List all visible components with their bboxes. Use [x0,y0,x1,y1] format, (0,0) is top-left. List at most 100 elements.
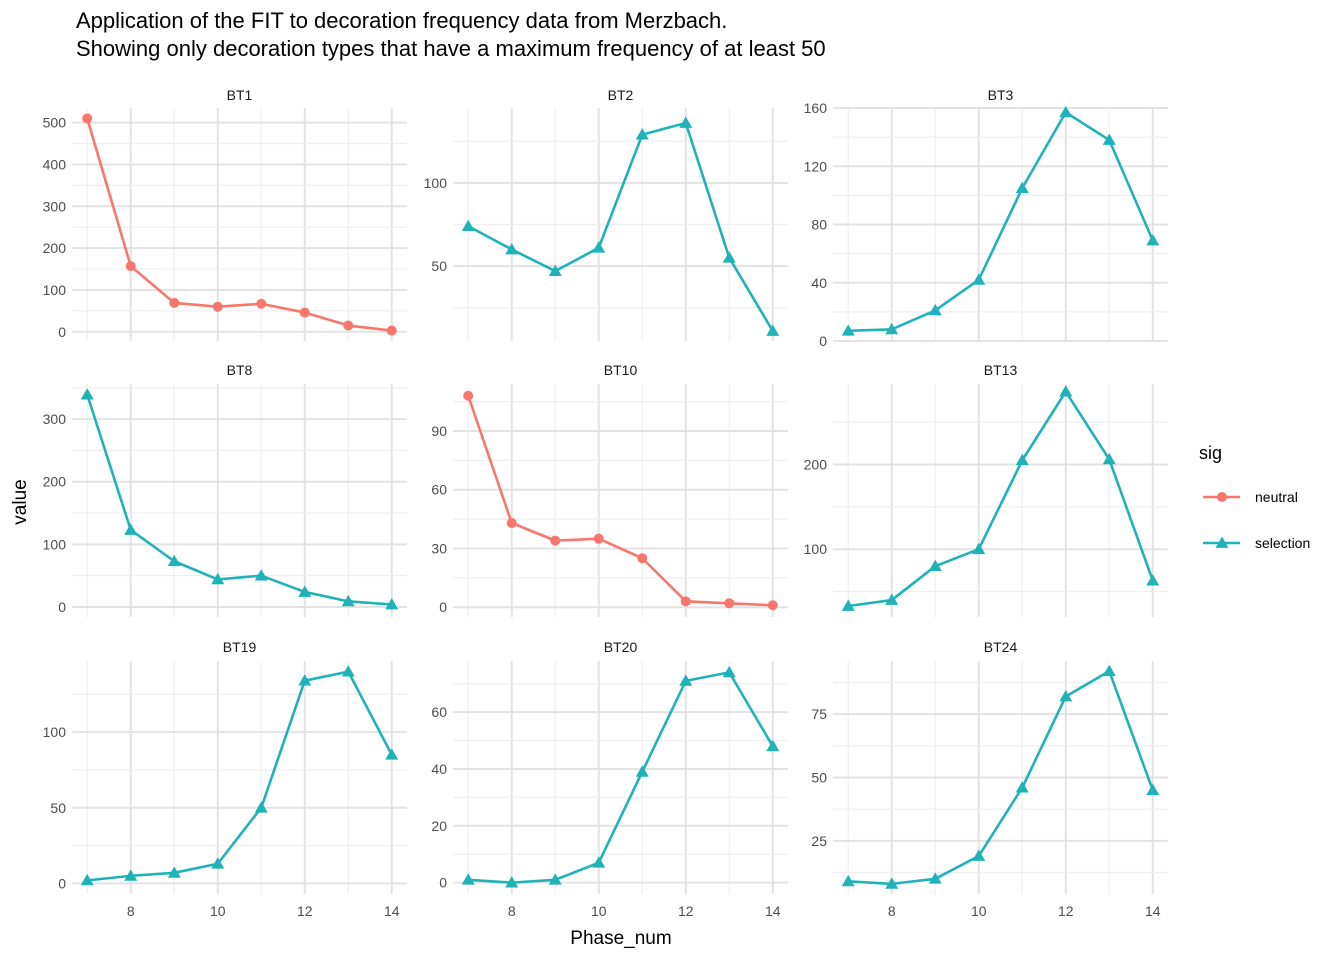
facet-label: BT1 [227,87,253,103]
data-point [885,322,899,335]
data-point [548,264,562,276]
legend-title: sig [1199,443,1222,463]
y-tick-label: 50 [811,770,827,786]
data-point [298,674,312,686]
data-point [724,598,735,609]
x-tick-label: 14 [1145,903,1161,919]
data-point [928,303,942,316]
x-tick-label: 14 [765,903,781,919]
data-point [680,596,691,607]
legend-item-neutral: neutral [1203,489,1298,505]
data-point [463,390,474,401]
data-point [254,569,268,581]
panel-bt24: 25 50 75 BT24 8 10 12 14 [811,639,1168,919]
data-point [972,273,986,285]
data-point [341,594,355,607]
data-point [298,585,312,597]
data-point [766,739,780,752]
y-tick-label: 0 [439,875,447,891]
data-point [928,559,942,572]
y-tick-label: 0 [58,875,66,891]
data-point [505,876,519,888]
data-point [635,765,649,777]
y-tick-label: 75 [811,706,827,722]
data-point [885,877,899,889]
facet-label: BT19 [223,639,257,655]
data-point [766,324,780,336]
data-point [125,261,136,272]
y-tick-label: 60 [431,482,447,498]
series-line-selection [85,394,392,606]
y-tick-label: 30 [431,540,447,556]
panel-bt13: 100 200 BT13 [804,362,1168,617]
data-point [211,572,225,585]
data-point [1102,133,1116,145]
data-point [1059,105,1073,118]
series-line-selection [467,121,774,332]
data-point [343,320,354,331]
y-tick-label: 20 [431,818,447,834]
x-tick-label: 14 [384,903,400,919]
y-tick-label: 300 [43,198,67,214]
data-point [461,873,475,885]
x-tick-label: 8 [127,903,135,919]
data-point [1146,234,1160,246]
y-tick-label: 100 [43,536,67,552]
data-point [841,874,855,887]
y-tick-label: 400 [43,156,67,172]
y-tick-label: 200 [43,474,67,490]
data-point [505,242,519,255]
y-tick-label: 200 [43,240,67,256]
data-point [385,748,399,760]
series-line-neutral [85,118,392,332]
x-tick-label: 8 [888,903,896,919]
y-tick-label: 500 [43,115,67,131]
series-line-selection [468,671,774,884]
y-tick-label: 100 [424,175,448,191]
data-point [637,553,648,564]
data-point [299,307,310,318]
facet-label: BT24 [984,639,1018,655]
y-tick-label: 0 [58,599,66,615]
y-tick-label: 50 [50,800,66,816]
facet-label: BT13 [984,362,1018,378]
facet-label: BT8 [227,362,253,378]
data-point [635,128,649,140]
data-point [254,801,268,813]
y-tick-label: 90 [431,423,447,439]
y-tick-label: 200 [804,456,828,472]
panel-bt20: 0 20 40 60 BT20 8 10 12 14 [431,639,788,919]
facet-label: BT2 [608,87,634,103]
panel-bt3: 0 40 80 120 160 BT3 [804,87,1168,349]
data-point [386,325,397,336]
data-point [167,866,181,878]
series-line-neutral [466,395,773,607]
chart-title-line2: Showing only decoration types that have … [76,36,826,61]
facet-label: BT20 [604,639,638,655]
data-point [593,533,604,544]
legend-marker-circle [1217,492,1227,502]
data-point [1059,385,1073,397]
data-point [461,219,475,232]
data-point [124,523,138,535]
data-point [506,518,517,529]
data-point [767,600,778,611]
data-point [722,665,736,678]
y-tick-label: 0 [819,333,827,349]
data-point [1059,689,1073,702]
panel-bt2: 50 100 BT2 [424,87,788,341]
data-point [124,869,138,881]
data-point [385,597,399,610]
y-tick-label: 100 [804,541,828,557]
x-tick-label: 12 [297,903,313,919]
data-point [885,593,899,605]
x-tick-label: 12 [678,903,694,919]
facet-label: BT3 [988,87,1014,103]
facet-label: BT10 [604,362,638,378]
data-point [841,599,855,611]
data-point [1015,181,1029,193]
data-point [1102,664,1116,677]
y-tick-label: 40 [431,761,447,777]
y-tick-label: 40 [811,275,827,291]
